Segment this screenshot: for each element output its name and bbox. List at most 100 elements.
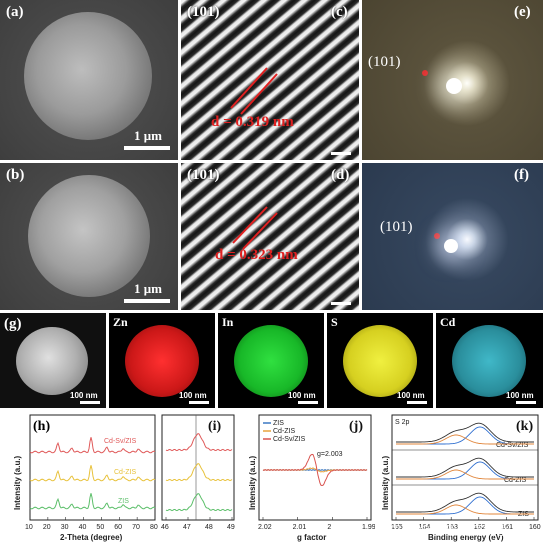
tick-label: 10 [25,524,33,531]
plane-label-f: (101) [380,219,413,235]
panel-label-g: (g) [4,316,22,332]
xps-fit-2p1 [396,469,534,480]
series-label-k0: Cd-Sv/ZIS [496,442,529,449]
flower-particle-b [28,175,150,297]
lattice-marker-c [230,67,278,115]
scale-text-cd: 100 nm [506,391,534,400]
xrd-chart-h: (h) Intensity (a.u.) 2-Theta (degree) Cd… [13,414,158,542]
tick-label: 162 [474,524,486,531]
panel-label-i: (i) [208,419,222,434]
scale-text-g0: 100 nm [70,391,98,400]
tick-label: 163 [446,524,458,531]
legend-zis: ZIS [273,420,284,427]
xps-fit-2p1 [396,434,534,445]
legend-cdzis: Cd-ZIS [273,428,296,435]
panel-label-f: (f) [514,167,529,183]
tick-label: 46 [161,524,169,531]
eds-map-zn: Zn 100 nm [109,313,215,408]
scale-bar-c [331,152,351,155]
map-title-cd: Cd [440,315,456,329]
tick-label: 160 [529,524,541,531]
tick-label: 40 [79,524,87,531]
scale-bar-a [124,146,170,150]
scale-bar-g0 [80,401,100,404]
scale-bar-in [298,401,318,404]
panel-label-b: (b) [6,167,25,183]
eds-map-in: In 100 nm [218,313,324,408]
ylabel-j: Intensity (a.u.) [248,455,257,510]
legend-cdsvzis: Cd-Sv/ZIS [273,436,306,443]
tick-label: 30 [61,524,69,531]
panel-label-c: (c) [331,4,348,20]
map-title-zn: Zn [113,315,128,329]
plane-label-d: (101) [187,167,220,183]
epr-chart-j: (j) Intensity (a.u.) g factor ZIS Cd-ZIS… [248,414,375,542]
scale-bar-s [407,401,427,404]
xps-fit-2p1 [396,504,534,515]
xrd-curve-cdzis [29,465,156,482]
panel-label-k: (k) [516,419,533,434]
scale-bar-zn [189,401,209,404]
xrd-zoom-chart-i: (i) 46 47 48 49 [161,414,235,531]
sem-image-a: (a) 1 μm [0,0,178,160]
epr-curve-cdsvzis [262,453,368,487]
series-label-k2: ZIS [518,511,529,518]
xrd-curve-cdsvzis [29,437,156,454]
zoom-curve-cdsvzis [165,433,233,452]
scale-bar-b [124,299,170,303]
series-label-h0: Cd-Sv/ZIS [104,438,137,445]
d-spacing-c: d = 0.319 nm [211,114,294,130]
tick-label: 20 [43,524,51,531]
xticks-h: 10 20 30 40 50 60 70 80 [25,517,158,531]
tick-label: 2 [327,524,331,531]
frame-j [258,414,372,521]
panel-label-a: (a) [6,4,24,20]
panel-label-j: (j) [349,419,363,434]
scale-bar-d [331,302,351,305]
tick-label: 80 [150,524,158,531]
xrd-curve-zis [29,493,156,510]
xps-title: S 2p [395,419,410,426]
scale-text-s: 100 nm [397,391,425,400]
fft-center-f [444,239,458,253]
zoom-curve-cdzis [165,463,233,482]
g-value-annotation: g=2.003 [317,451,343,458]
tick-label: 60 [114,524,122,531]
xticks-j: 2.02 2.01 2 1.99 [258,517,375,531]
tick-label: 164 [419,524,431,531]
sem-image-b: (b) 1 μm [0,163,178,310]
tick-label: 2.01 [293,524,307,531]
scale-text-zn: 100 nm [179,391,207,400]
ylabel-h: Intensity (a.u.) [13,455,22,510]
map-title-s: S [331,315,338,329]
tick-label: 165 [391,524,403,531]
fft-image-e: (e) (101) [362,0,543,160]
fft-center-e [446,78,462,94]
panel-label-e: (e) [514,4,531,20]
cd-particle [452,325,526,397]
eds-map-s: S 100 nm [327,313,433,408]
xlabel-h: 2-Theta (degree) [60,533,123,542]
scale-text-in: 100 nm [288,391,316,400]
tick-label: 1.99 [362,524,375,531]
xlabel-k: Binding energy (eV) [428,533,504,542]
s-particle [343,325,417,397]
spot-marker-f [434,233,440,239]
eds-map-cd: Cd 100 nm [436,313,543,408]
xps-chart-k: (k) S 2p Intensity (a.u.) Binding energy… [381,414,541,542]
zoom-curve-zis [165,493,233,512]
in-particle [234,325,308,397]
frame-k [391,414,539,521]
frame-i [161,414,235,521]
scale-text-b: 1 μm [134,281,162,296]
panel-label-h: (h) [33,419,50,434]
xticks-i: 46 47 48 49 [161,517,235,531]
haadf-particle [16,327,88,395]
tick-label: 50 [96,524,104,531]
tick-label: 161 [501,524,513,531]
panel-label-d: (d) [331,167,350,183]
series-label-k1: Cd-ZIS [504,477,527,484]
xps-envelope [396,457,534,478]
tick-label: 49 [227,524,235,531]
ylabel-k: Intensity (a.u.) [381,455,390,510]
